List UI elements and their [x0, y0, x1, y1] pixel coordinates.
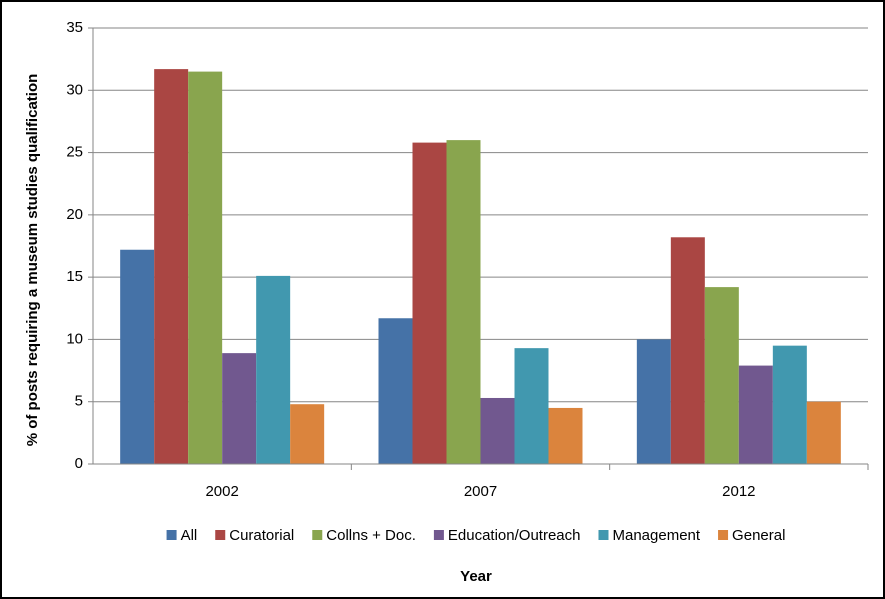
- y-tick-label: 0: [75, 455, 83, 472]
- bar: [446, 140, 481, 464]
- y-tick-label: 15: [66, 268, 83, 285]
- bar: [514, 348, 549, 464]
- bar: [670, 237, 705, 464]
- legend-label: All: [181, 527, 198, 544]
- bar: [704, 287, 739, 464]
- legend-label: Education/Outreach: [448, 527, 581, 544]
- x-axis-label: Year: [460, 568, 492, 585]
- y-tick-label: 10: [66, 330, 83, 347]
- legend-swatch: [166, 530, 177, 540]
- bar: [548, 407, 583, 464]
- x-tick-label: 2002: [205, 483, 238, 500]
- y-tick-label: 35: [66, 19, 83, 36]
- y-tick-label: 30: [66, 81, 83, 98]
- y-tick-label: 20: [66, 206, 83, 223]
- y-axis-label: % of posts requiring a museum studies qu…: [24, 74, 41, 447]
- bar: [222, 353, 257, 464]
- legend-label: Collns + Doc.: [326, 527, 416, 544]
- bar: [188, 71, 223, 464]
- bar: [378, 318, 413, 464]
- bar: [806, 401, 841, 464]
- bar: [412, 142, 447, 464]
- bar: [290, 404, 325, 464]
- bar: [738, 365, 773, 464]
- legend: All Curatorial Collns + Doc. Education/Outr…: [166, 527, 785, 544]
- y-tick-label: 5: [75, 393, 83, 410]
- legend-label: Management: [612, 527, 700, 544]
- legend-swatch: [215, 530, 226, 540]
- bar: [256, 275, 291, 464]
- legend-swatch: [433, 530, 444, 540]
- bar: [154, 69, 189, 464]
- y-tick-label: 25: [66, 144, 83, 161]
- bar: [636, 339, 671, 464]
- legend-swatch: [312, 530, 323, 540]
- bar: [120, 249, 155, 464]
- legend-swatch: [718, 530, 729, 540]
- legend-label: Curatorial: [229, 527, 294, 544]
- x-tick-label: 2012: [722, 483, 755, 500]
- bar: [772, 345, 807, 464]
- x-tick-label: 2007: [464, 483, 497, 500]
- bar: [480, 397, 515, 464]
- legend-label: General: [732, 527, 785, 544]
- legend-swatch: [598, 530, 609, 540]
